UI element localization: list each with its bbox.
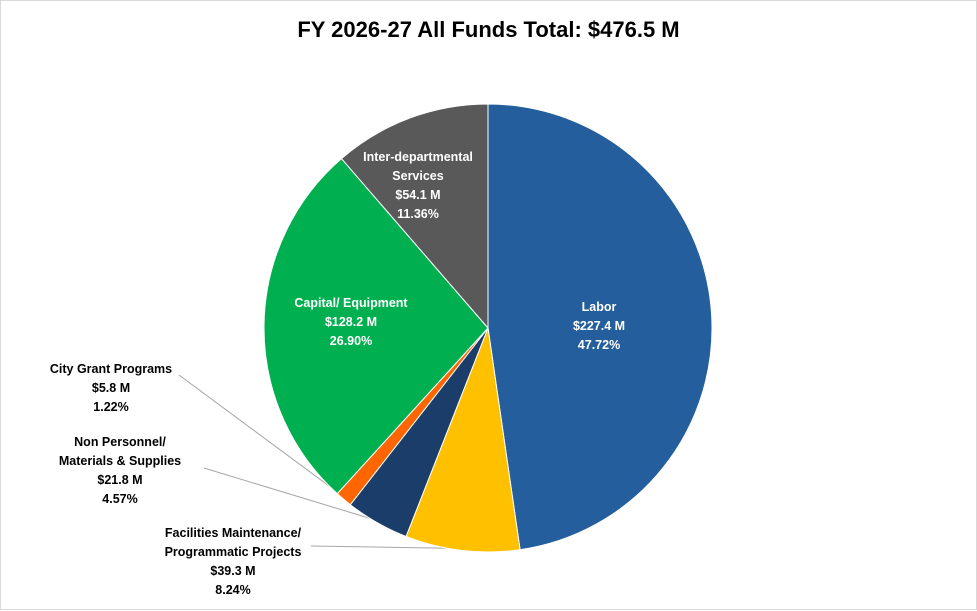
leader-line-1 xyxy=(310,545,463,550)
data-label-1: Facilities Maintenance/Programmatic Proj… xyxy=(165,526,302,597)
data-label-3: City Grant Programs $5.8 M 1.22% xyxy=(50,362,172,414)
data-label-4: Capital/ Equipment $128.2 M 26.90% xyxy=(294,296,408,348)
data-label-2: Non Personnel/Materials & Supplies $21.8 … xyxy=(59,435,181,506)
pie-slice-0 xyxy=(487,103,713,551)
chart-title: FY 2026-27 All Funds Total: $476.5 M xyxy=(297,17,680,42)
data-label-0: Labor $227.4 M 47.72% xyxy=(573,300,625,352)
data-label-5: Inter-departmental Services $54.1 M 11.36% xyxy=(363,150,473,221)
leader-line-3 xyxy=(178,374,346,499)
leader-line-2 xyxy=(203,467,379,522)
pie-slice-4 xyxy=(263,157,489,495)
pie-slice-5 xyxy=(340,103,489,330)
pie-slice-1 xyxy=(405,326,521,553)
